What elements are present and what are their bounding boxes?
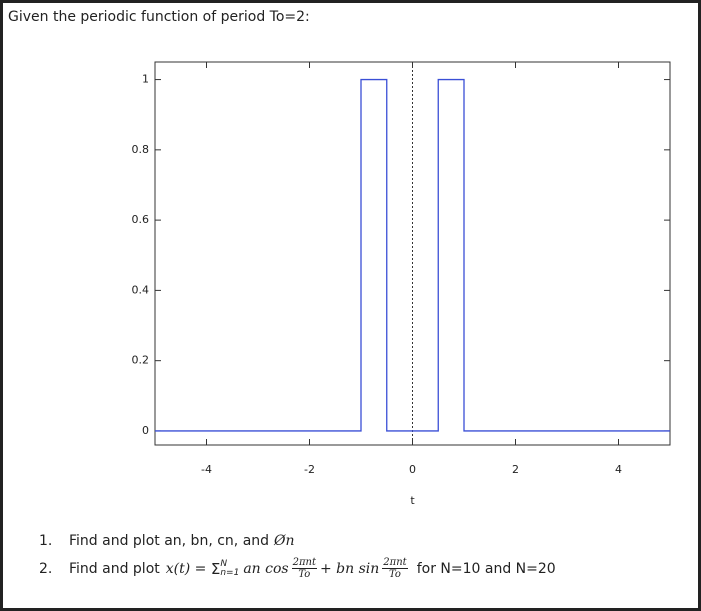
math-limits: N n=1: [220, 558, 240, 578]
math: Øn: [274, 533, 295, 549]
math: + bn sin: [320, 560, 380, 577]
math: an cos: [243, 560, 289, 577]
y-tick-label: 0.8: [132, 143, 150, 156]
x-tick-label: -4: [201, 463, 212, 476]
math: To: [298, 569, 311, 580]
item-number: 1.: [39, 533, 53, 549]
chart: 0 0.2 0.4 0.6 0.8 1 -4 -2 0 2 4 t: [132, 61, 671, 507]
y-tick-label: 1: [142, 73, 149, 86]
fraction: 2πnt To: [382, 557, 408, 580]
x-tick-label: 2: [512, 463, 519, 476]
math: x(t) =: [165, 560, 211, 577]
y-tick-label: 0.6: [132, 213, 150, 226]
title: Given the periodic function of period To…: [8, 9, 310, 25]
math: Σ: [210, 559, 221, 578]
math: n=1: [220, 567, 240, 578]
item-text: for N=10 and N=20: [416, 560, 556, 577]
question: 2. Find and plot x(t) = Σ N n=1 an cos 2…: [39, 557, 556, 580]
line: [155, 78, 670, 432]
x-tick-label: -2: [304, 463, 315, 476]
x-tick-label: 4: [615, 463, 622, 476]
y-tick-label: 0.4: [132, 283, 150, 296]
math: 2πnt: [291, 557, 317, 569]
item-text: Find and plot: [69, 560, 160, 577]
math: N: [220, 558, 228, 569]
x-tick-label: 0: [409, 463, 416, 476]
item-text: Find and plot an, bn, cn, and: [69, 533, 270, 549]
x-axis-label: t: [410, 494, 415, 507]
y-tick-label: 0.2: [132, 354, 150, 367]
item-number: 2.: [39, 560, 53, 577]
fraction: 2πnt To: [291, 557, 317, 580]
question: 1. Find and plot an, bn, cn, and Øn: [39, 533, 295, 549]
y-tick-label: 0: [142, 424, 149, 437]
math: To: [389, 569, 401, 580]
math: 2πnt: [382, 557, 408, 569]
